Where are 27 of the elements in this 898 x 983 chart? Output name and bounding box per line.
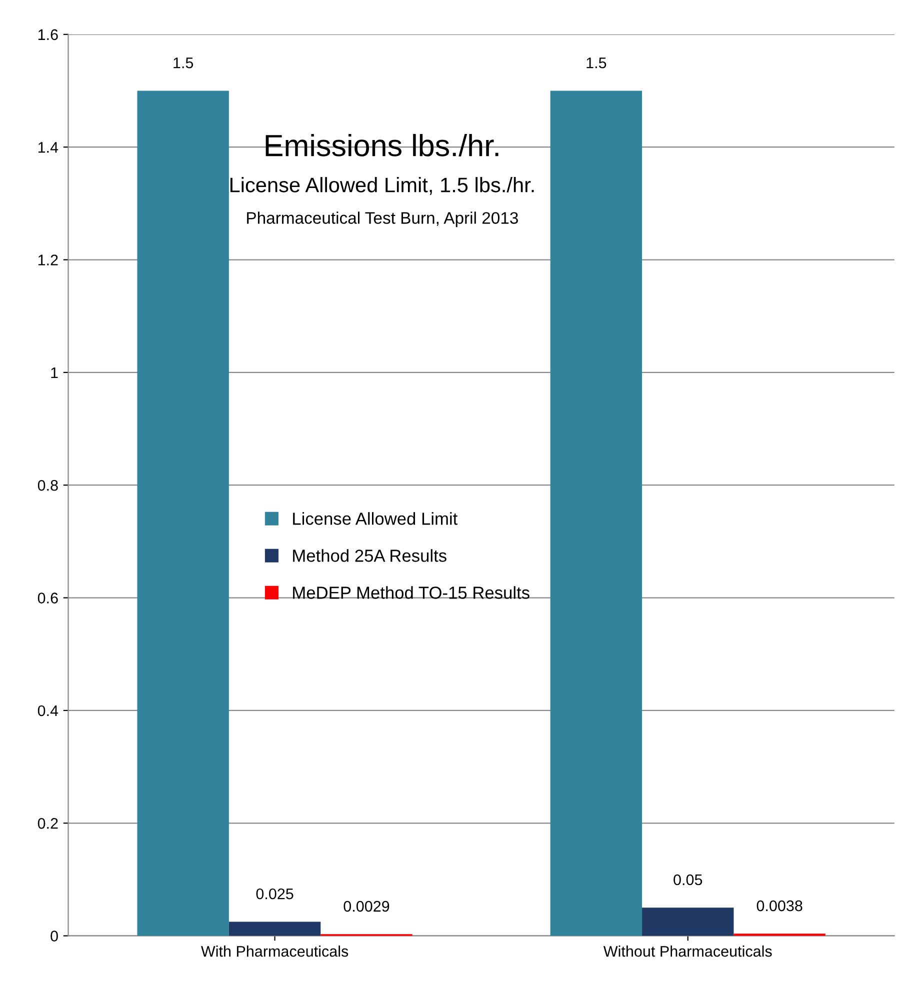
bar — [642, 908, 734, 936]
text: License Allowed Limit, 1.5 lbs./hr. — [230, 177, 534, 195]
legend-label: License Allowed Limit — [293, 512, 458, 525]
y-tick-label: 1.6 — [38, 29, 58, 40]
bar — [228, 922, 321, 936]
text: Emissions lbs./hr. — [266, 134, 498, 156]
y-tick-label: 0 — [50, 930, 58, 942]
bar — [550, 90, 642, 936]
y-tick-label: 0.6 — [38, 592, 58, 604]
annotation: Pharmaceutical Test Burn, April 2013 — [247, 212, 518, 228]
data-label: 1.5 — [586, 58, 606, 68]
data-label: 0.0038 — [756, 900, 802, 912]
y-tick-label: 0.8 — [38, 480, 58, 491]
y-tick-label: 1.4 — [38, 142, 58, 153]
bar — [137, 90, 229, 936]
data-label: 0.05 — [674, 874, 702, 886]
legend-label: MeDEP Method TO-15 Results — [293, 586, 530, 599]
y-tick-label: 0.2 — [38, 818, 58, 829]
y-tick-label: 1 — [51, 367, 58, 378]
x-tick-label: With Pharmaceuticals — [200, 946, 348, 957]
y-tick-label: 0.4 — [38, 705, 58, 716]
data-label: 0.025 — [256, 888, 294, 900]
x-tick-label: Without Pharmaceuticals — [603, 946, 772, 957]
data-label: 1.5 — [174, 58, 194, 68]
y-tick-label: 1.2 — [38, 254, 58, 266]
data-label: 0.0029 — [344, 900, 390, 912]
legend-label: Method 25A Results — [293, 549, 446, 562]
